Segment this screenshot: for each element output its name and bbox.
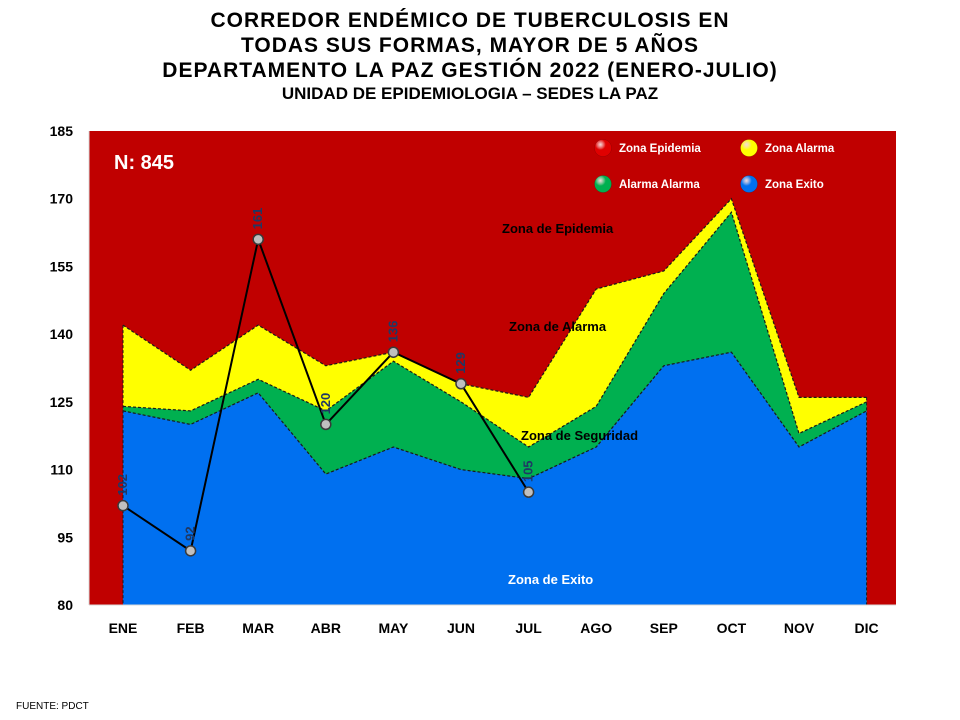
observed-point-label: 161 [250, 208, 265, 230]
observed-point [117, 499, 129, 512]
x-tick-label: DIC [855, 620, 879, 636]
x-tick-label: AGO [580, 620, 612, 636]
legend-marker-1 [594, 139, 612, 157]
observed-point [387, 346, 400, 358]
observed-point [522, 486, 535, 498]
zone-alarma-boundary [122, 197, 867, 399]
observed-point-label: 92 [183, 526, 198, 540]
observed-point [455, 378, 467, 390]
zone-alarma-label: Zona de Alarma [509, 319, 607, 334]
chart-title-line-3: DEPARTAMENTO LA PAZ GESTIÓN 2022 (ENERO-… [162, 59, 778, 82]
x-tick-label: SEP [650, 620, 678, 636]
y-tick-label: 170 [50, 191, 74, 207]
x-tick-label: FEB [177, 620, 205, 636]
zone-seguridad-boundary [122, 211, 867, 448]
chart-title-line-2: TODAS SUS FORMAS, MAYOR DE 5 AÑOS [240, 34, 700, 57]
x-tick-label: JUN [447, 620, 475, 636]
chart-title-block: CORREDOR ENDÉMICO DE TUBERCULOSIS EN TOD… [0, 8, 940, 105]
zone-exito-boundary [122, 351, 867, 480]
chart-subtitle: UNIDAD DE EPIDEMIOLOGIA – SEDES LA PAZ [281, 84, 659, 103]
observed-point [252, 233, 264, 246]
x-tick-label: MAY [378, 620, 408, 636]
observed-point-label: 120 [318, 393, 333, 415]
y-tick-label: 155 [50, 258, 74, 274]
n-count-label: N: 845 [114, 152, 174, 174]
x-tick-label: MAR [242, 620, 274, 636]
legend-marker-2 [740, 139, 758, 157]
chart-title-line-1: CORREDOR ENDÉMICO DE TUBERCULOSIS EN [210, 9, 730, 32]
endemic-corridor-chart: 80 95 110 125 140 155 170 185 ENE FEB MAR ABR MAY JUN… [50, 123, 896, 636]
y-tick-label: 80 [57, 597, 73, 613]
x-tick-label: OCT [717, 620, 747, 636]
zone-exito-label: Zona de Exito [508, 572, 593, 587]
x-tick-label: ENE [109, 620, 138, 636]
x-tick-label: ABR [311, 620, 341, 636]
x-tick-label: NOV [784, 620, 815, 636]
observed-point [184, 545, 197, 557]
source-footer: FUENTE: PDCT [16, 701, 89, 712]
observed-point-label: 136 [385, 320, 400, 342]
y-tick-label: 185 [50, 123, 74, 139]
x-tick-label: JUL [515, 620, 542, 636]
y-tick-label: 110 [50, 462, 73, 478]
y-tick-label: 140 [50, 326, 74, 342]
observed-point-label: 102 [115, 474, 130, 496]
zone-epidemia-label: Zona de Epidemia [502, 221, 614, 236]
legend-label-1: Zona Epidemia [619, 143, 701, 155]
legend-marker-4 [740, 175, 758, 193]
y-tick-label: 95 [57, 529, 73, 545]
observed-point-label: 105 [521, 460, 536, 482]
zone-seguridad-label: Zona de Seguridad [521, 428, 638, 443]
y-tick-label: 125 [50, 394, 74, 410]
observed-point [320, 418, 332, 431]
zone-exito-area [123, 352, 867, 605]
observed-point-label: 129 [453, 352, 468, 374]
legend-marker-3 [594, 175, 612, 193]
legend-label-4: Zona Exito [765, 179, 824, 191]
legend-label-2: Zona Alarma [765, 143, 835, 155]
legend-label-3: Alarma Alarma [619, 179, 700, 191]
